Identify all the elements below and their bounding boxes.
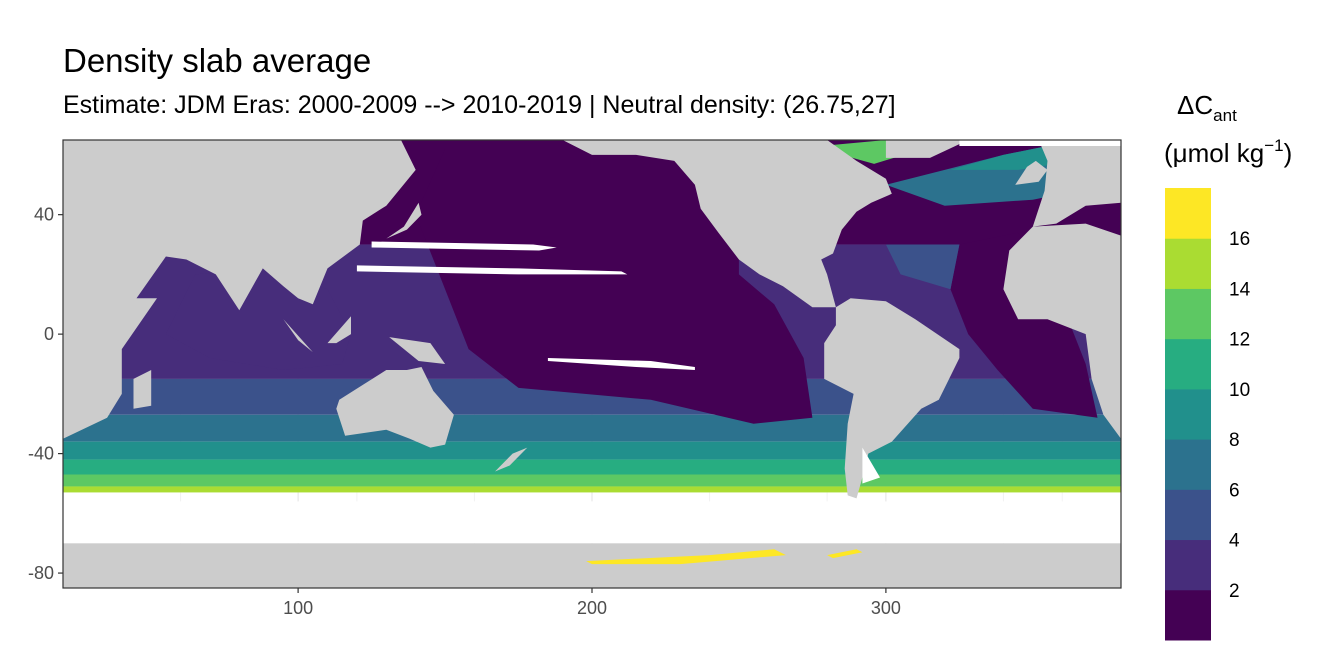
legend-break-label: 14 bbox=[1229, 279, 1251, 300]
landmass-new-guinea bbox=[389, 337, 446, 364]
legend-break-label: 4 bbox=[1229, 531, 1240, 552]
landmass-british-isles bbox=[1015, 160, 1048, 185]
legend-unit: (μmol kg−1) bbox=[1164, 136, 1292, 168]
x-tick-label: 300 bbox=[871, 598, 901, 618]
legend-title: ΔCant bbox=[1177, 90, 1237, 125]
x-tick-label: 200 bbox=[577, 598, 607, 618]
high-value-patch bbox=[827, 549, 863, 559]
ocean-zone bbox=[950, 232, 1098, 418]
y-tick-label: 0 bbox=[44, 324, 54, 344]
no-data-southern-band bbox=[63, 501, 1121, 544]
landmass-new-zealand bbox=[495, 447, 528, 472]
ocean-zone bbox=[63, 486, 1121, 493]
legend-break-label: 10 bbox=[1229, 380, 1250, 401]
legend-break-label: 12 bbox=[1229, 330, 1250, 351]
map-title: Density slab average bbox=[63, 42, 372, 79]
map-subtitle: Estimate: JDM Eras: 2000-2009 --> 2010-2… bbox=[63, 91, 896, 119]
legend-break-label: 2 bbox=[1229, 581, 1240, 602]
legend-labels: 2 4 6 8 10 12 14 16 bbox=[1229, 229, 1251, 602]
ocean-zone bbox=[821, 140, 904, 164]
ocean-zone bbox=[63, 414, 1121, 442]
legend-break-label: 16 bbox=[1229, 229, 1250, 250]
x-tick-label: 100 bbox=[283, 598, 313, 618]
legend-swatch bbox=[1165, 188, 1211, 239]
no-data-areas bbox=[63, 140, 1121, 565]
landmass-sumatra bbox=[283, 319, 313, 353]
legend: ΔCant (μmol kg−1) 2 4 6 8 10 12 14 16 bbox=[1164, 90, 1292, 641]
no-data-streak bbox=[547, 358, 695, 370]
landmass-south-america bbox=[824, 298, 960, 499]
no-data-patagonia-shelf bbox=[862, 447, 880, 484]
land-masses bbox=[63, 140, 1121, 588]
legend-swatch bbox=[1165, 388, 1211, 440]
landmass-eurasia-africa bbox=[63, 140, 416, 439]
no-data-streak bbox=[371, 241, 557, 251]
legend-swatch bbox=[1165, 439, 1211, 490]
landmass-north-america bbox=[562, 140, 892, 308]
landmass-europe bbox=[1032, 140, 1121, 227]
landmass-africa-west bbox=[1003, 223, 1121, 439]
landmass-australia bbox=[336, 367, 454, 448]
ocean-zone bbox=[63, 474, 1121, 487]
landmass-greenland bbox=[885, 140, 969, 158]
legend-break-label: 6 bbox=[1229, 480, 1240, 501]
legend-colorbar bbox=[1165, 188, 1211, 641]
landmass-borneo bbox=[327, 316, 351, 344]
landmass-antarctica bbox=[63, 543, 1121, 588]
ocean-zone bbox=[63, 459, 1121, 475]
legend-swatch bbox=[1165, 589, 1211, 641]
landmass-madagascar bbox=[133, 370, 152, 409]
y-axis: 40 0 -40 -80 bbox=[28, 205, 63, 583]
ocean-zone bbox=[885, 244, 960, 290]
legend-swatch bbox=[1165, 489, 1211, 541]
no-data-streak bbox=[356, 265, 628, 275]
legend-break-label: 8 bbox=[1229, 430, 1240, 451]
no-data-arctic bbox=[959, 140, 1121, 146]
landmass-japan bbox=[386, 202, 422, 239]
legend-swatch bbox=[1165, 539, 1211, 591]
high-value-patch bbox=[586, 549, 786, 565]
y-tick-label: 40 bbox=[34, 205, 54, 225]
y-tick-label: -40 bbox=[28, 444, 54, 464]
x-axis: 100 200 300 bbox=[283, 588, 901, 618]
ocean-zone bbox=[63, 441, 1121, 460]
legend-swatch bbox=[1165, 338, 1211, 390]
legend-swatch bbox=[1165, 288, 1211, 340]
map-panel bbox=[62, 139, 1122, 589]
legend-swatch bbox=[1165, 238, 1211, 289]
y-tick-label: -80 bbox=[28, 563, 54, 583]
